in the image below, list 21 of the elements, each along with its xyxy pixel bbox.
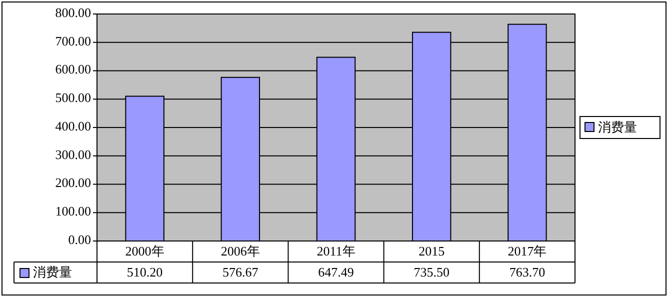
xtick: 2017年 bbox=[508, 243, 547, 258]
ytick: 400.00 bbox=[55, 118, 91, 134]
xtick: 2011年 bbox=[316, 243, 356, 258]
data-label: 647.49 bbox=[318, 264, 354, 280]
ytick: 200.00 bbox=[55, 175, 91, 190]
data-label: 576.67 bbox=[222, 264, 258, 280]
data-label: 735.50 bbox=[414, 264, 450, 280]
xtick: 2000年 bbox=[125, 243, 164, 258]
legend-label: 消费量 bbox=[598, 119, 637, 134]
table-series-name: 消费量 bbox=[33, 264, 72, 280]
ytick: 600.00 bbox=[55, 62, 91, 77]
data-label: 510.20 bbox=[126, 264, 163, 280]
xtick: 2006年 bbox=[220, 243, 260, 258]
ytick: 0.00 bbox=[68, 232, 91, 247]
ytick: 800.00 bbox=[55, 4, 91, 20]
ytick: 300.00 bbox=[55, 146, 91, 162]
ytick: 700.00 bbox=[55, 33, 91, 48]
ytick: 100.00 bbox=[55, 204, 91, 219]
ytick: 500.00 bbox=[55, 90, 91, 106]
data-label: 763.70 bbox=[509, 264, 546, 280]
xtick: 2015 bbox=[418, 243, 445, 258]
